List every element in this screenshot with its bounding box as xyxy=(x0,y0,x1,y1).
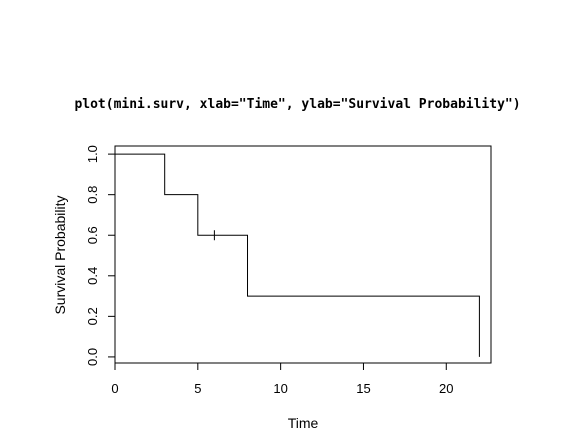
x-axis: 0 5 10 15 20 xyxy=(111,362,454,396)
y-tick-label: 0.4 xyxy=(85,267,100,285)
x-tick-label: 15 xyxy=(356,381,370,396)
y-tick-label: 0.6 xyxy=(85,226,100,244)
survival-step-line xyxy=(115,153,480,357)
y-axis: 0.0 0.2 0.4 0.6 0.8 1.0 xyxy=(85,145,116,366)
x-axis-label: Time xyxy=(288,415,319,431)
plot-frame xyxy=(114,145,492,364)
y-tick-label: 0.2 xyxy=(85,307,100,325)
y-tick-label: 0.8 xyxy=(85,186,100,204)
series-layer xyxy=(115,153,480,357)
x-tick-label: 10 xyxy=(273,381,287,396)
x-tick-label: 5 xyxy=(194,381,201,396)
plot-code-title: plot(mini.surv, xlab="Time", ylab="Survi… xyxy=(74,97,521,112)
y-tick-label: 0.0 xyxy=(85,348,100,366)
y-tick-label: 1.0 xyxy=(85,145,100,163)
y-axis-label: Survival Probability xyxy=(52,195,68,314)
x-tick-label: 0 xyxy=(111,381,118,396)
x-tick-label: 20 xyxy=(439,381,453,396)
